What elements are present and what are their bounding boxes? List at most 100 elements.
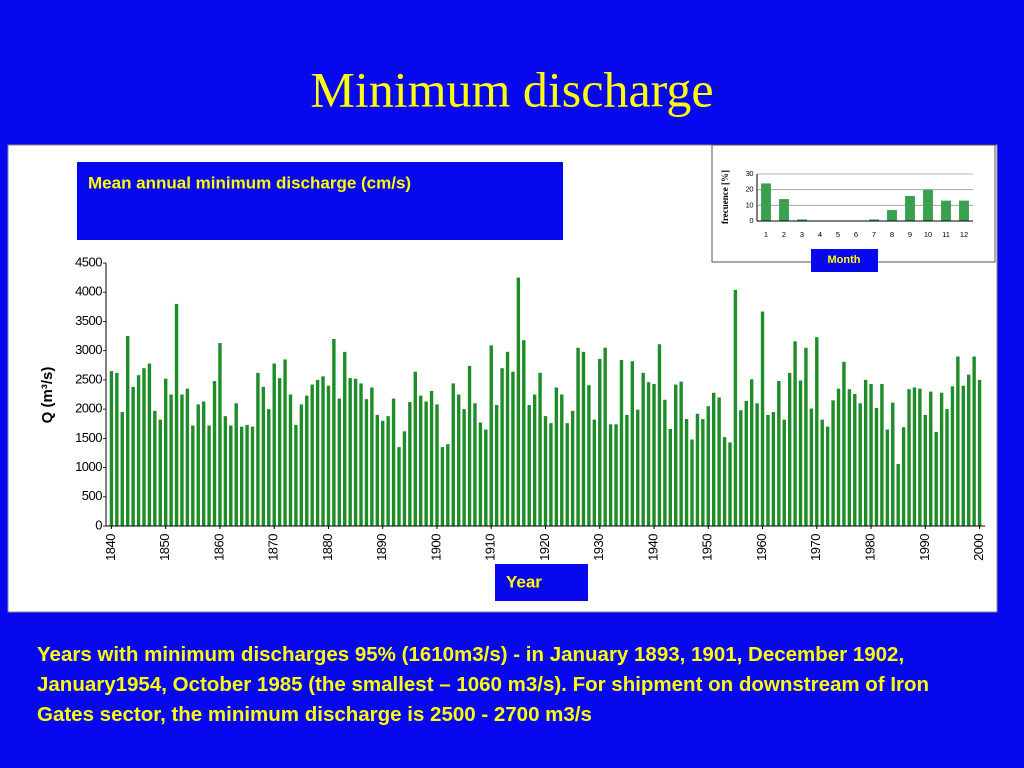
bar [695,413,700,526]
bar [554,387,559,526]
x-tick-label: 1840 [103,534,118,561]
y-tick-label: 4000 [75,284,102,299]
bar [684,419,689,526]
bar [836,388,841,526]
bar [560,394,564,526]
bar [576,347,580,526]
bar [315,379,320,526]
y-tick-label: 1000 [75,459,102,474]
bar [874,407,879,526]
bar [408,402,412,526]
bar [918,388,922,526]
bar [212,381,217,526]
x-axis-label: Year [506,572,542,591]
x-tick-label: 1970 [808,534,823,561]
y-tick-label: 30 [746,169,754,178]
x-tick-label: 1870 [266,534,281,561]
bar [641,372,645,526]
chart-title: Mean annual minimum discharge (cm/s) [88,173,411,192]
bar [218,343,222,526]
y-tick-label: 4500 [75,254,102,269]
bar [397,447,401,526]
y-tick-label: 0 [95,517,102,532]
bar [180,394,184,526]
bar [440,447,445,526]
bar [787,372,792,526]
x-tick-label: 1930 [591,534,606,561]
x-tick-label: 10 [924,230,932,239]
bar [494,405,499,526]
x-tick-label: 1900 [428,534,443,561]
bar [381,420,385,526]
bar [419,395,423,526]
bar [797,219,807,221]
bar [923,414,928,526]
bar [779,199,789,221]
bar [896,464,900,526]
x-tick-label: 1940 [645,534,660,561]
bar [815,337,819,526]
x-tick-label: 1860 [211,534,226,561]
y-tick-label: 20 [746,185,754,194]
bar [402,431,407,526]
y-tick-label: 3000 [75,342,102,357]
bar [283,359,287,526]
bar [701,419,705,526]
bar [744,400,748,526]
bar [820,419,824,526]
x-tick-label: 5 [836,230,840,239]
bar [912,387,917,526]
bar [934,431,938,526]
bar [598,358,602,526]
bar [941,200,951,221]
bar [761,183,771,221]
bar [766,414,770,526]
x-label-box [495,564,588,601]
bar [169,394,173,526]
bar [636,409,640,526]
bar [500,368,504,526]
bar [131,386,135,526]
bar [250,426,255,526]
footnote: Years with minimum discharges 95% (1610m… [37,643,930,726]
bar [511,371,515,526]
bar [142,368,146,526]
bar [326,385,331,526]
y-tick-label: 2000 [75,401,102,416]
bar [901,427,906,526]
bar [831,400,835,526]
bar [771,412,776,526]
bar [147,363,152,526]
bar [256,372,260,526]
bar [755,403,759,526]
bar [652,383,656,526]
bar [972,356,976,526]
bar [413,371,417,526]
bar [847,389,852,526]
bar [950,386,955,526]
bar [668,428,672,526]
x-tick-label: 1980 [862,534,877,561]
bar [608,424,613,526]
bar [733,289,738,526]
x-tick-label: 8 [890,230,894,239]
bar [863,379,868,526]
bar [153,410,157,526]
bar [267,409,271,526]
x-tick-label: 9 [908,230,912,239]
bar [749,379,754,526]
bar [905,195,915,221]
bar [657,344,662,526]
bar [429,390,434,526]
bar [967,374,971,526]
bar [929,391,933,526]
bar [543,416,548,526]
bar [467,365,472,526]
x-tick-label: 4 [818,230,822,239]
bar [679,381,683,526]
bar [305,395,309,526]
bar [478,422,483,526]
bar [625,414,629,526]
